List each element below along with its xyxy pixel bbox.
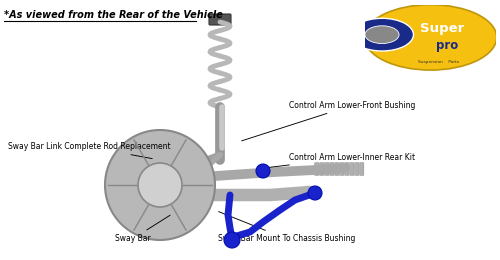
FancyBboxPatch shape <box>324 163 329 175</box>
Circle shape <box>224 232 240 248</box>
Text: Suspension    Parts: Suspension Parts <box>418 60 459 64</box>
Circle shape <box>105 130 215 240</box>
FancyBboxPatch shape <box>330 163 334 175</box>
FancyBboxPatch shape <box>320 163 324 175</box>
Text: pro: pro <box>436 39 458 52</box>
Circle shape <box>308 186 322 200</box>
FancyBboxPatch shape <box>209 14 231 25</box>
Ellipse shape <box>364 5 496 70</box>
FancyBboxPatch shape <box>314 163 319 175</box>
Text: Sway Bar: Sway Bar <box>115 215 170 243</box>
FancyBboxPatch shape <box>340 163 344 175</box>
Text: Sway Bar Link Complete Rod Replacement: Sway Bar Link Complete Rod Replacement <box>8 142 170 159</box>
Text: Sway Bar Mount To Chassis Bushing: Sway Bar Mount To Chassis Bushing <box>218 212 355 243</box>
Text: Control Arm Lower-Front Bushing: Control Arm Lower-Front Bushing <box>242 101 416 141</box>
FancyBboxPatch shape <box>360 163 364 175</box>
Text: Super: Super <box>420 22 465 35</box>
Text: *As viewed from the Rear of the Vehicle: *As viewed from the Rear of the Vehicle <box>4 10 223 20</box>
Text: Control Arm Lower-Inner Rear Kit: Control Arm Lower-Inner Rear Kit <box>263 153 415 168</box>
Circle shape <box>256 164 270 178</box>
FancyBboxPatch shape <box>344 163 349 175</box>
FancyBboxPatch shape <box>354 163 359 175</box>
Circle shape <box>138 163 182 207</box>
Circle shape <box>365 26 399 43</box>
FancyBboxPatch shape <box>350 163 354 175</box>
FancyBboxPatch shape <box>334 163 339 175</box>
Circle shape <box>350 18 414 51</box>
